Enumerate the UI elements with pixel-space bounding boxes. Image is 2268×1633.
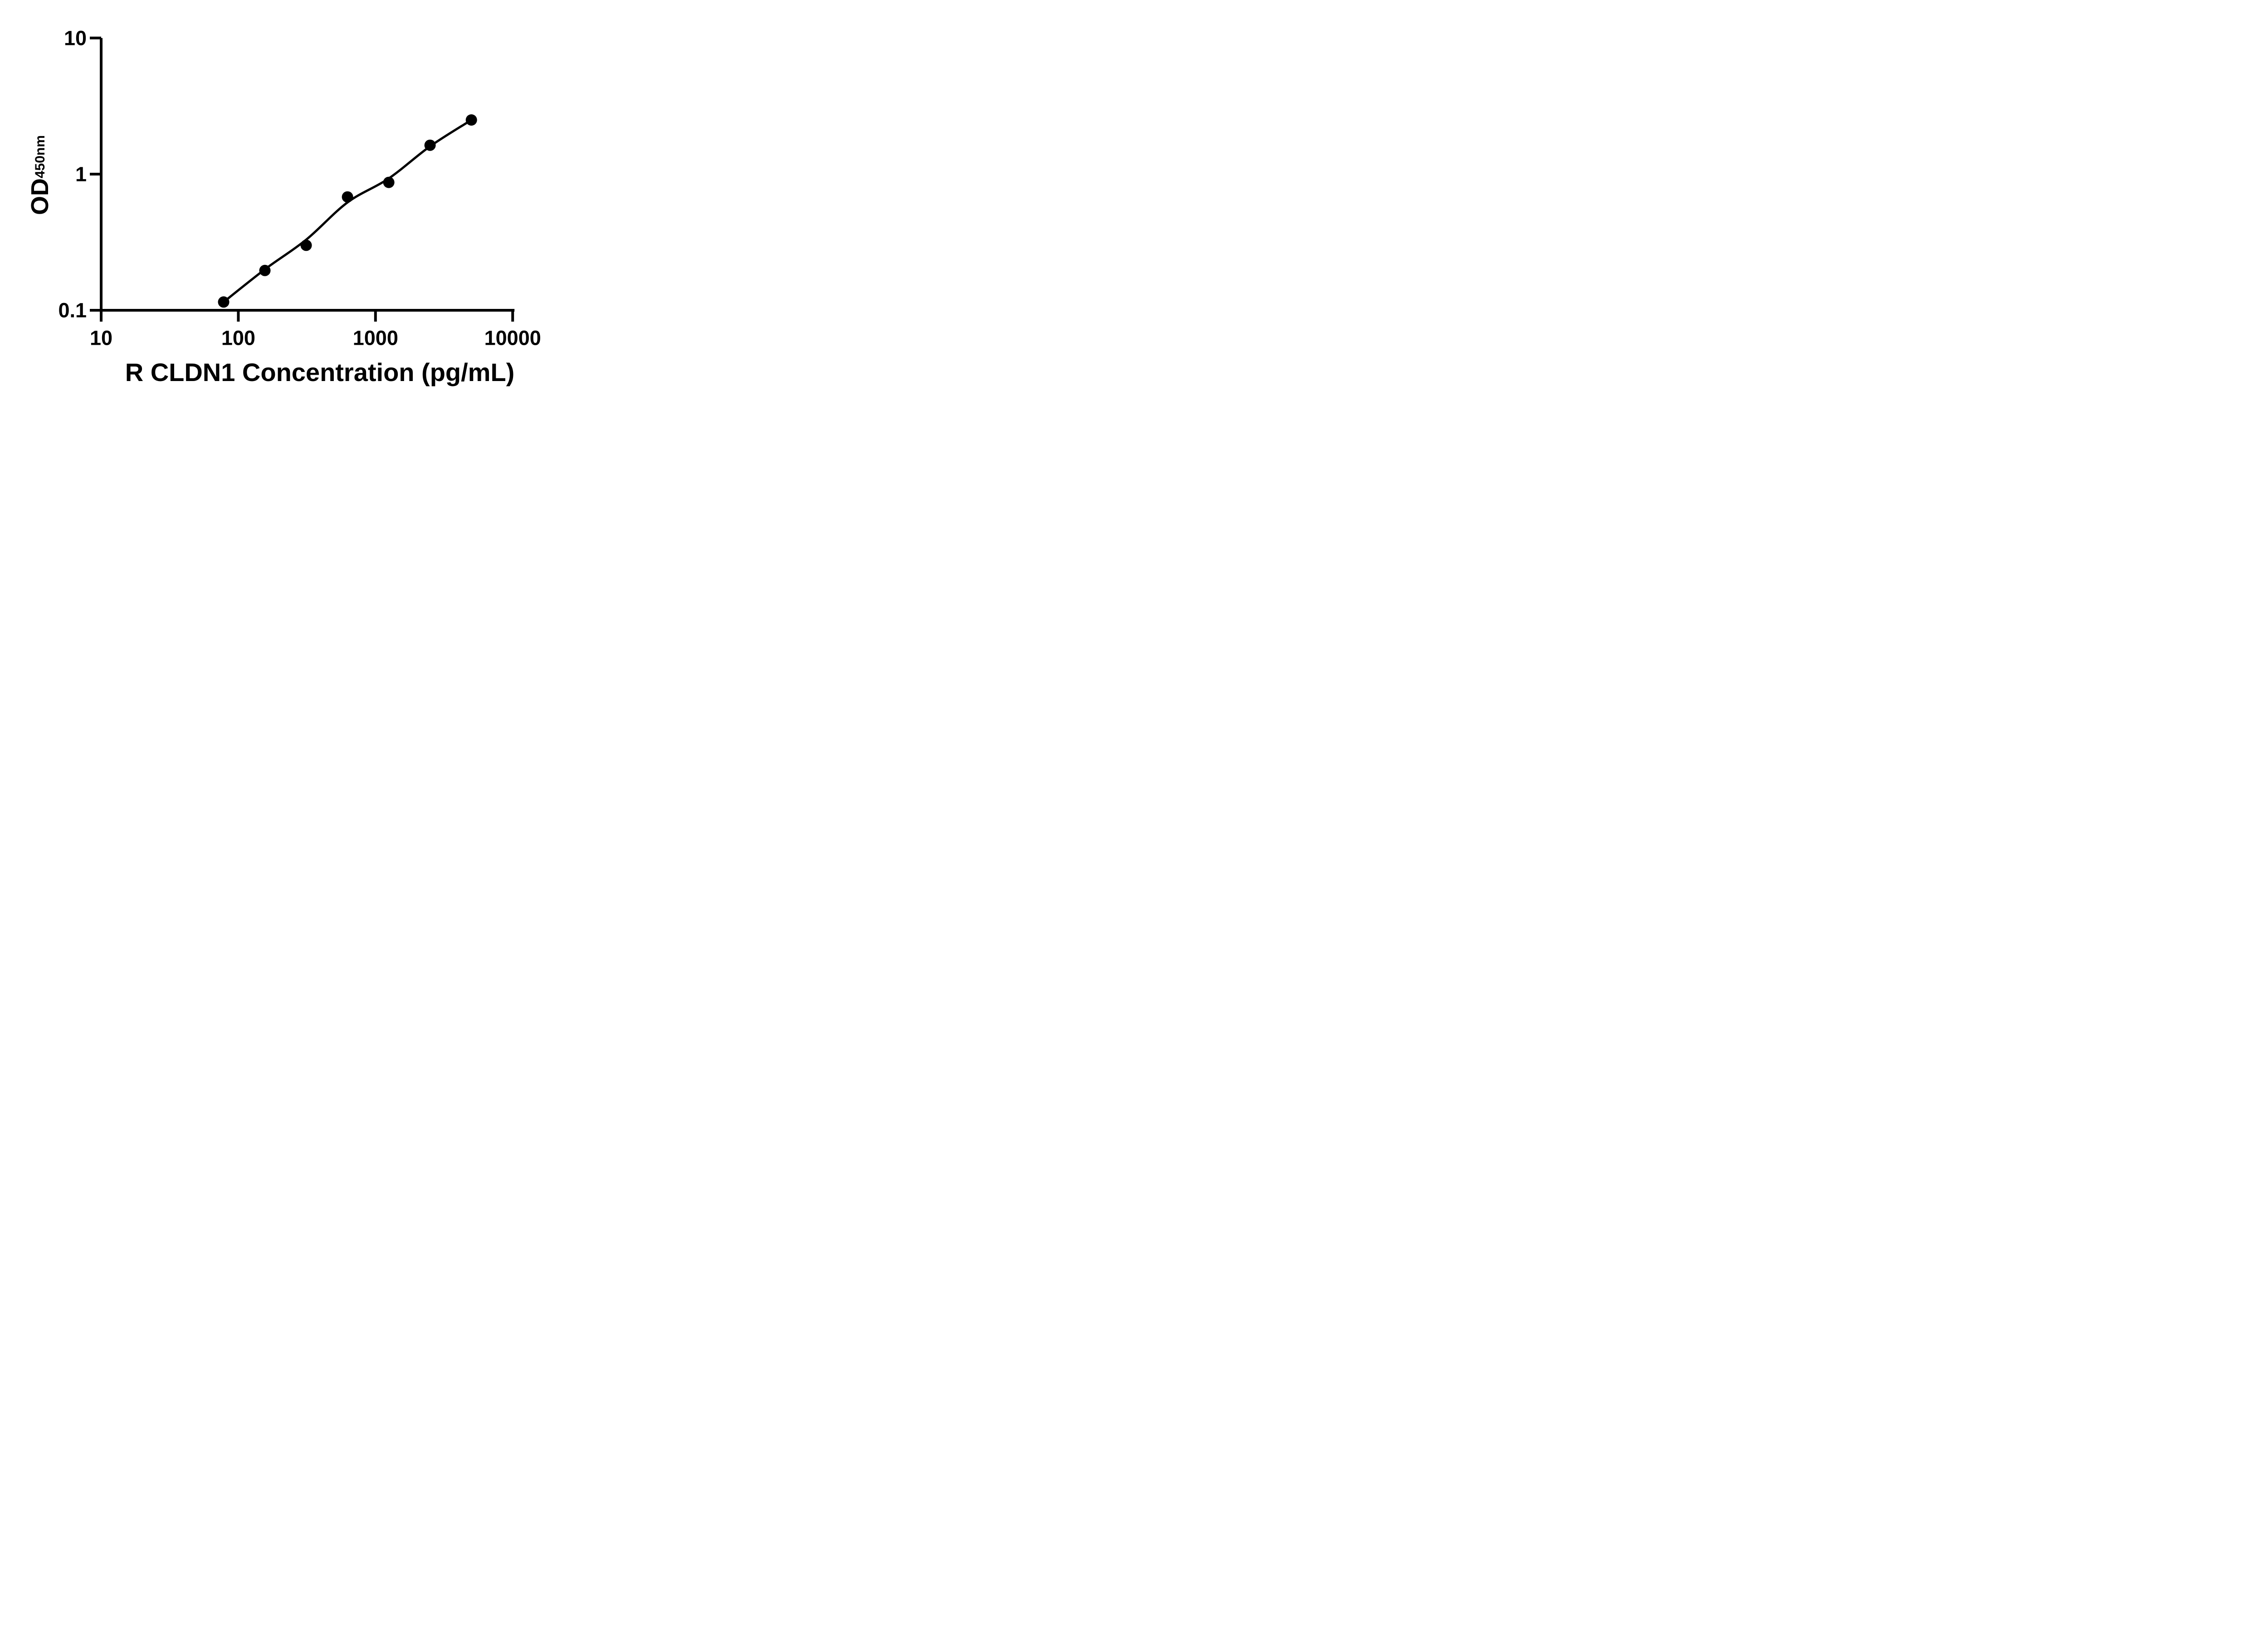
y-axis-title-subscript: 450nm — [33, 135, 48, 178]
data-point-2 — [259, 264, 271, 276]
y-axis-title: OD450nm — [26, 135, 54, 215]
data-point-7 — [465, 114, 477, 126]
data-point-1 — [218, 296, 230, 308]
data-point-6 — [424, 139, 436, 151]
x-tick-label-1000: 1000 — [353, 327, 398, 350]
y-tick-label-1: 1 — [75, 162, 87, 186]
x-tick-label-10000: 10000 — [484, 327, 541, 350]
y-tick-labels: 10 1 0.1 — [58, 26, 87, 322]
x-tick-label-10: 10 — [90, 327, 112, 350]
axes — [100, 38, 515, 312]
x-tick-label-100: 100 — [221, 327, 255, 350]
data-point-5 — [383, 176, 395, 188]
data-point-3 — [300, 240, 312, 251]
y-ticks — [90, 36, 101, 312]
data-point-4 — [342, 191, 353, 203]
x-axis-title: R CLDN1 Concentration (pg/mL) — [125, 358, 515, 386]
data-points — [218, 114, 477, 308]
y-tick-label-10: 10 — [64, 26, 87, 49]
standard-curve-chart: 10 100 1000 10000 10 1 0.1 R CLDN1 Concentrat… — [26, 26, 541, 386]
y-tick-label-0.1: 0.1 — [58, 299, 87, 322]
x-ticks — [100, 310, 514, 322]
x-tick-labels: 10 100 1000 10000 — [90, 327, 541, 350]
figure-canvas: 10 100 1000 10000 10 1 0.1 R CLDN1 Concentrat… — [0, 0, 572, 408]
y-axis-title-main: OD — [26, 178, 54, 215]
